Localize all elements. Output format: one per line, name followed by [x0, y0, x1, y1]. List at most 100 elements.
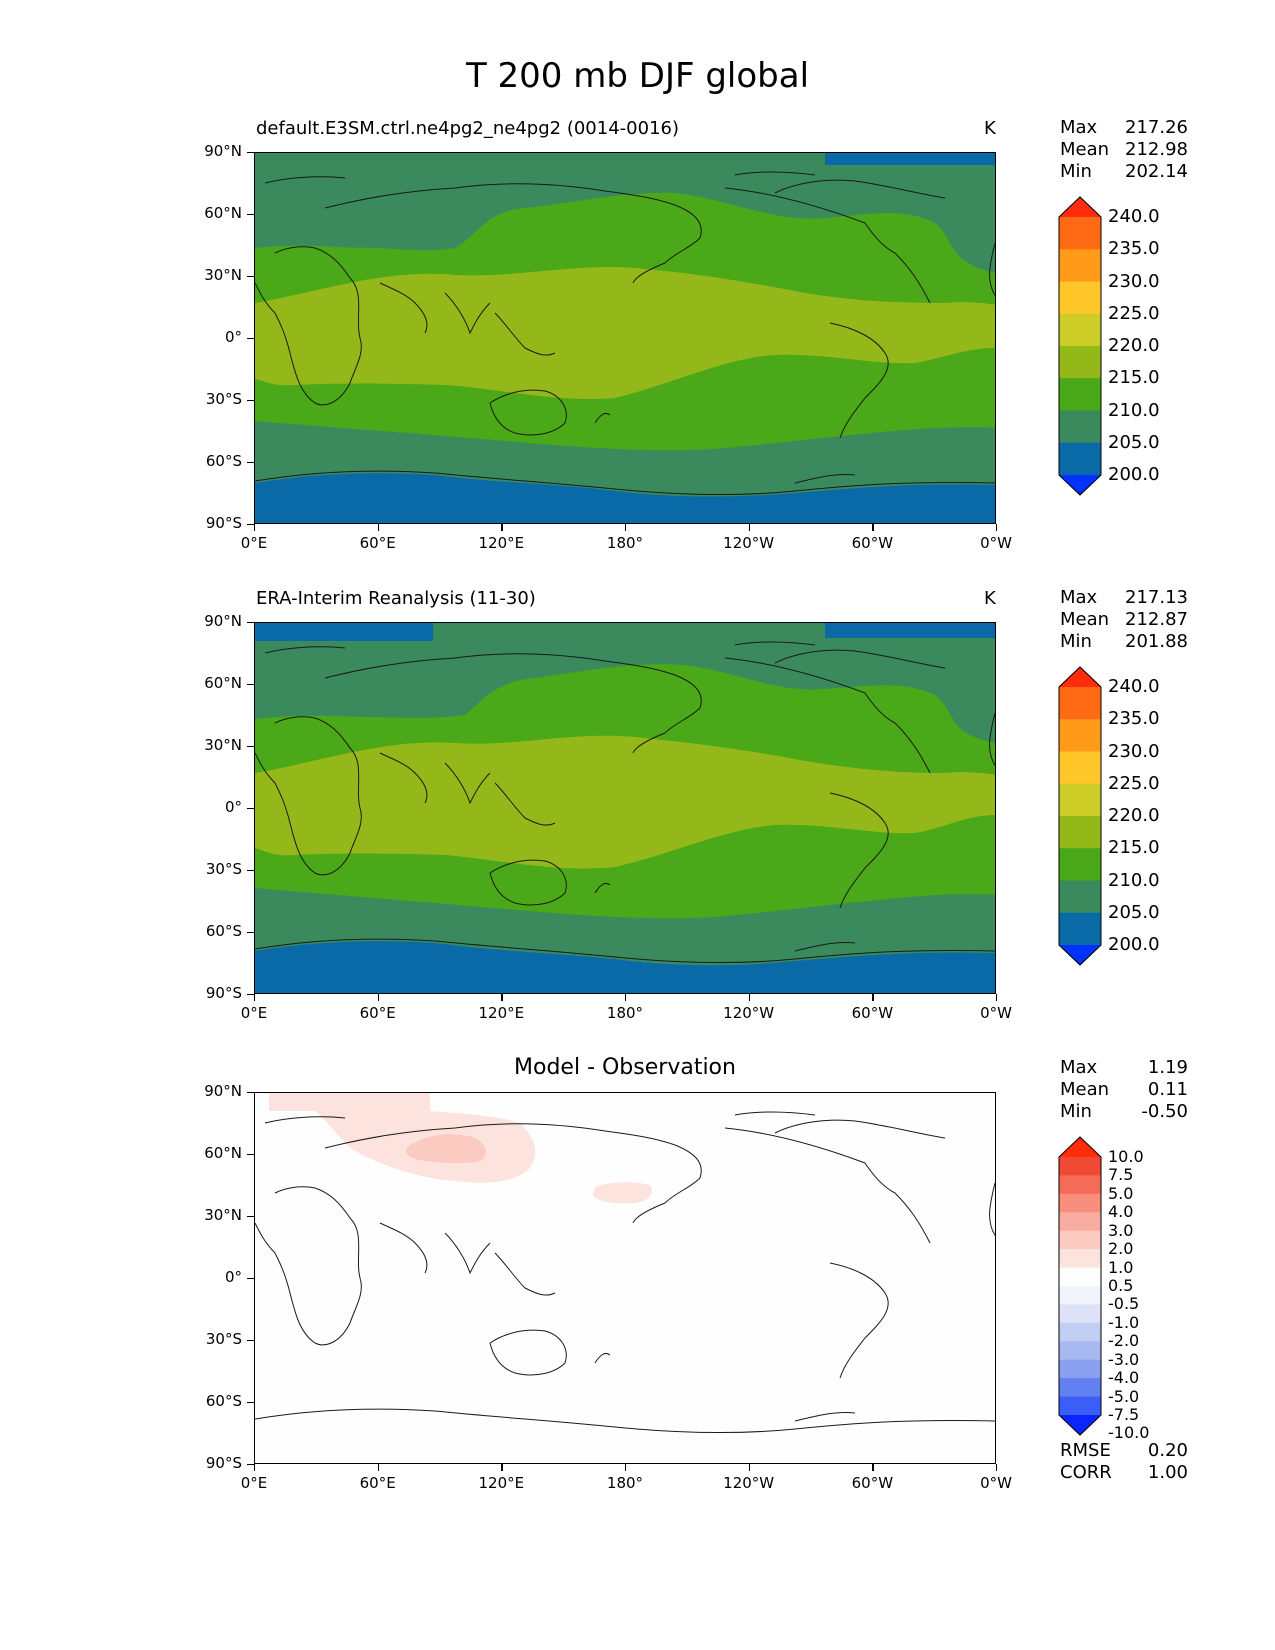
colorbar-tick-label: 7.5	[1108, 1165, 1134, 1185]
lat-tick-mark	[247, 152, 254, 154]
test-panel-title: default.E3SM.ctrl.ne4pg2_ne4pg2 (0014-00…	[256, 118, 679, 139]
colorbar-segment	[1059, 1322, 1101, 1342]
colorbar-tick-label: 240.0	[1108, 676, 1160, 697]
colorbar-segment	[1059, 783, 1101, 817]
lon-tick-mark	[996, 1464, 998, 1471]
lon-tick-label: 120°E	[478, 534, 525, 552]
colorbar-segment	[1059, 1341, 1101, 1361]
lat-tick-label: 0°	[224, 1268, 242, 1286]
colorbar-outline	[1058, 666, 1102, 966]
lat-tick-label: 60°S	[205, 1392, 242, 1410]
lon-tick-label: 120°W	[723, 1474, 775, 1492]
colorbar-segment	[1059, 1267, 1101, 1287]
stat-min-label: Min	[1060, 161, 1092, 182]
lat-tick-mark	[247, 1216, 254, 1218]
colorbar-segment	[1059, 1286, 1101, 1305]
ref-coastlines	[255, 641, 995, 964]
corr-value: 1.00	[1147, 1462, 1188, 1483]
colorbar-tick-label: -4.0	[1108, 1368, 1140, 1388]
lat-tick-label: 0°	[224, 798, 242, 816]
lat-tick-mark	[247, 746, 254, 748]
colorbar-tick-label: 4.0	[1108, 1202, 1134, 1222]
lon-tick-mark	[254, 994, 256, 1001]
lon-tick-mark	[254, 1464, 256, 1471]
colorbar-segment	[1059, 848, 1101, 881]
lat-tick-label: 90°N	[204, 142, 242, 160]
stat-mean-label: Mean	[1060, 1079, 1110, 1100]
lon-tick-mark	[377, 1464, 379, 1471]
lon-tick-label: 120°E	[478, 1474, 525, 1492]
lon-tick-mark	[625, 1464, 627, 1471]
diff-map-field	[255, 1093, 995, 1463]
colorbar-tick-label: -10.0	[1108, 1423, 1150, 1443]
test-map-field	[255, 153, 995, 523]
lon-tick-mark	[996, 524, 998, 531]
colorbar-segment	[1059, 1212, 1101, 1232]
lat-tick-mark	[247, 1340, 254, 1342]
lat-tick-mark	[247, 462, 254, 464]
colorbar-tick-label: 5.0	[1108, 1183, 1134, 1203]
colorbar-tick-label: 230.0	[1108, 740, 1160, 762]
lon-tick-label: 120°W	[723, 534, 775, 552]
stat-max-value: 217.26	[1125, 117, 1188, 138]
lon-tick-label: 180°	[606, 1474, 644, 1492]
lon-tick-label: 60°E	[359, 534, 396, 552]
lon-tick-mark	[625, 994, 627, 1001]
colorbar-tick-label: -3.0	[1108, 1349, 1140, 1369]
colorbar-tick-label: 1.0	[1108, 1257, 1134, 1277]
lat-tick-mark	[247, 214, 254, 216]
lon-tick-label: 0°E	[240, 534, 268, 552]
ref-colorbar	[1058, 666, 1102, 966]
ref-panel-title: ERA-Interim Reanalysis (11-30)	[256, 588, 536, 609]
stat-mean-label: Mean	[1060, 609, 1110, 630]
stat-min-value: -0.50	[1141, 1101, 1188, 1122]
lat-tick-mark	[247, 400, 254, 402]
colorbar-segment	[1059, 313, 1101, 347]
colorbar-extend-max	[1059, 1137, 1101, 1157]
stat-max-label: Max	[1060, 1057, 1098, 1078]
colorbar-segment	[1059, 751, 1101, 785]
colorbar-segment	[1059, 410, 1101, 444]
lat-tick-mark	[247, 1092, 254, 1094]
lat-tick-mark	[247, 808, 254, 810]
colorbar-outline	[1058, 1136, 1102, 1436]
stat-min-value: 202.14	[1125, 161, 1188, 182]
lat-tick-mark	[247, 932, 254, 934]
diff-colorbar	[1058, 1136, 1102, 1436]
lat-tick-label: 60°N	[204, 674, 242, 692]
lon-tick-mark	[377, 524, 379, 531]
lon-tick-label: 60°W	[851, 1474, 894, 1492]
lat-tick-mark	[247, 1278, 254, 1280]
lat-tick-mark	[247, 1464, 254, 1466]
lon-tick-label: 120°W	[723, 1004, 775, 1022]
stat-min-label: Min	[1060, 1101, 1092, 1122]
corr-label: CORR	[1060, 1462, 1112, 1483]
colorbar-tick-label: 2.0	[1108, 1239, 1134, 1259]
lon-tick-mark	[996, 994, 998, 1001]
colorbar-extend-min	[1059, 1415, 1101, 1435]
lon-tick-mark	[748, 994, 750, 1001]
lat-tick-label: 0°	[224, 328, 242, 346]
colorbar-tick-label: 3.0	[1108, 1220, 1134, 1240]
colorbar-extend-max	[1059, 667, 1101, 687]
colorbar-segment	[1059, 249, 1101, 282]
colorbar-segment	[1059, 217, 1101, 250]
lat-tick-label: 30°S	[205, 390, 242, 408]
stat-min-value: 201.88	[1125, 631, 1188, 652]
colorbar-tick-label: 215.0	[1108, 367, 1160, 389]
colorbar-tick-label: 220.0	[1108, 805, 1160, 826]
lon-tick-label: 60°W	[851, 1004, 894, 1022]
colorbar-segment	[1059, 1378, 1101, 1398]
colorbar-tick-label: 10.0	[1108, 1147, 1144, 1166]
ref-panel-units: K	[984, 588, 996, 609]
colorbar-tick-label: 240.0	[1108, 206, 1160, 227]
lat-tick-mark	[247, 276, 254, 278]
stat-max-label: Max	[1060, 587, 1098, 608]
colorbar-tick-label: -1.0	[1108, 1312, 1140, 1332]
lat-tick-mark	[247, 684, 254, 686]
colorbar-outline	[1058, 196, 1102, 496]
colorbar-segment	[1059, 1396, 1101, 1416]
colorbar-tick-label: -5.0	[1108, 1386, 1140, 1406]
colorbar-tick-label: -0.5	[1108, 1294, 1140, 1314]
lat-tick-label: 90°N	[204, 612, 242, 630]
